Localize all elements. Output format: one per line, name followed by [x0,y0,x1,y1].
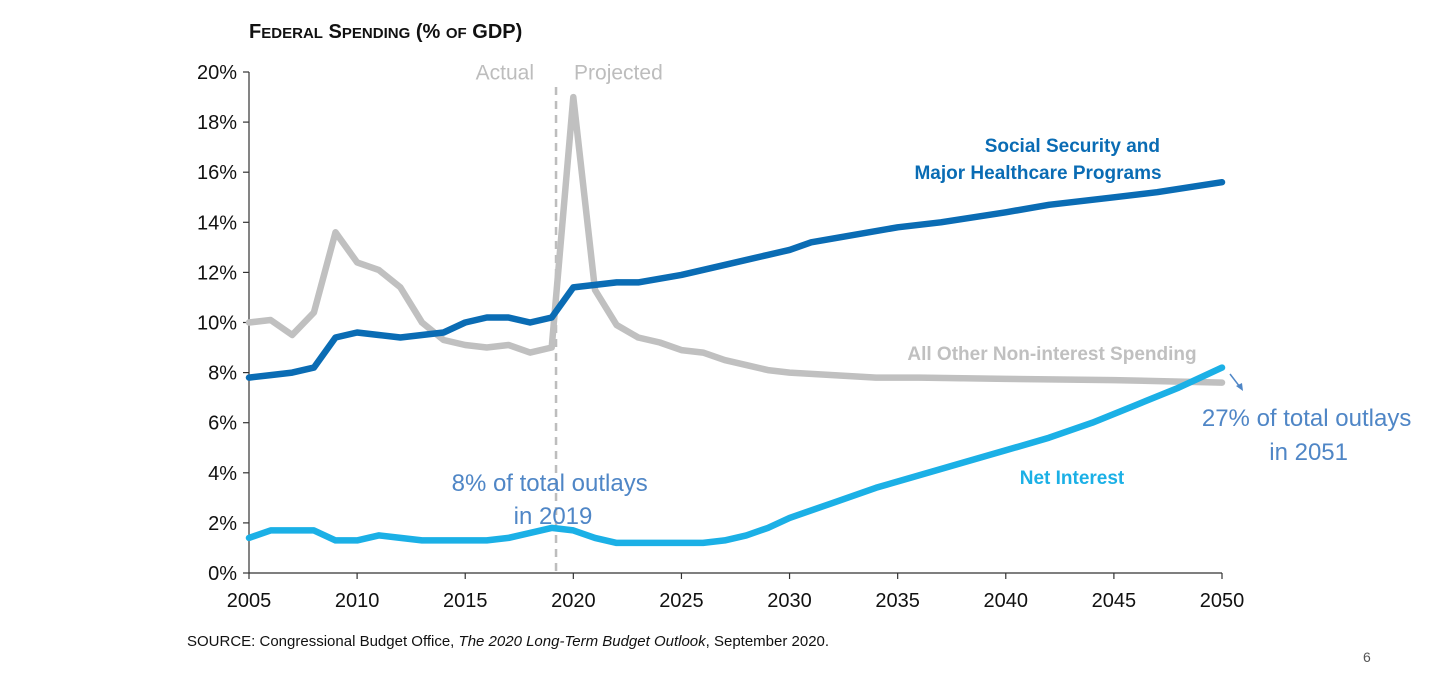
x-tick-label: 2015 [443,590,488,612]
y-tick-label: 8% [208,363,237,385]
x-tick-label: 2020 [551,590,596,612]
annotation-2019: 8% of total outlays in 2019 [452,470,655,530]
x-tick-label: 2050 [1200,590,1245,612]
chart-title: FEDERAL SPENDING (% OF GDP) [249,21,522,43]
page-number: 6 [1363,649,1371,665]
y-tick-label: 0% [208,563,237,585]
y-tick-label: 6% [208,413,237,435]
annotation-2051: 27% of total outlays in 2051 [1202,405,1418,466]
y-tick-label: 20% [197,62,237,84]
series-label-social-security: Social Security and Major Healthcare Pro… [914,136,1165,184]
y-tick-label: 12% [197,262,237,284]
y-tick-label: 4% [208,463,237,485]
annotation-arrow [1229,373,1243,391]
series-line-all-other-non-interest-spending [245,93,1226,386]
x-tick-label: 2010 [335,590,380,612]
series-group [245,93,1226,547]
y-tick-label: 2% [208,513,237,535]
x-tick-label: 2035 [875,590,920,612]
series-label-net-interest: Net Interest [1020,468,1125,489]
x-tick-label: 2005 [227,590,272,612]
x-tick-label: 2045 [1092,590,1137,612]
source-note: SOURCE: Congressional Budget Office, The… [187,633,829,650]
y-tick-label: 16% [197,162,237,184]
series-line-net-interest [245,364,1226,547]
x-tick-label: 2040 [984,590,1029,612]
y-axis: 0% 2% 4% 6% 8% 10% 12% 14% 16% 18% 20% [197,62,250,585]
projected-label: Projected [574,62,663,85]
x-tick-label: 2030 [767,590,812,612]
x-tick-label: 2025 [659,590,704,612]
y-tick-label: 10% [197,313,237,335]
actual-label: Actual [476,62,534,85]
y-tick-label: 14% [197,212,237,234]
series-line-social-security-and-major-healthcare-programs [245,178,1226,381]
series-label-other-spending: All Other Non-interest Spending [907,344,1196,365]
x-axis: 2005 2010 2015 2020 2025 2030 2035 2040 2045 2050 [227,572,1245,612]
y-tick-label: 18% [197,112,237,134]
